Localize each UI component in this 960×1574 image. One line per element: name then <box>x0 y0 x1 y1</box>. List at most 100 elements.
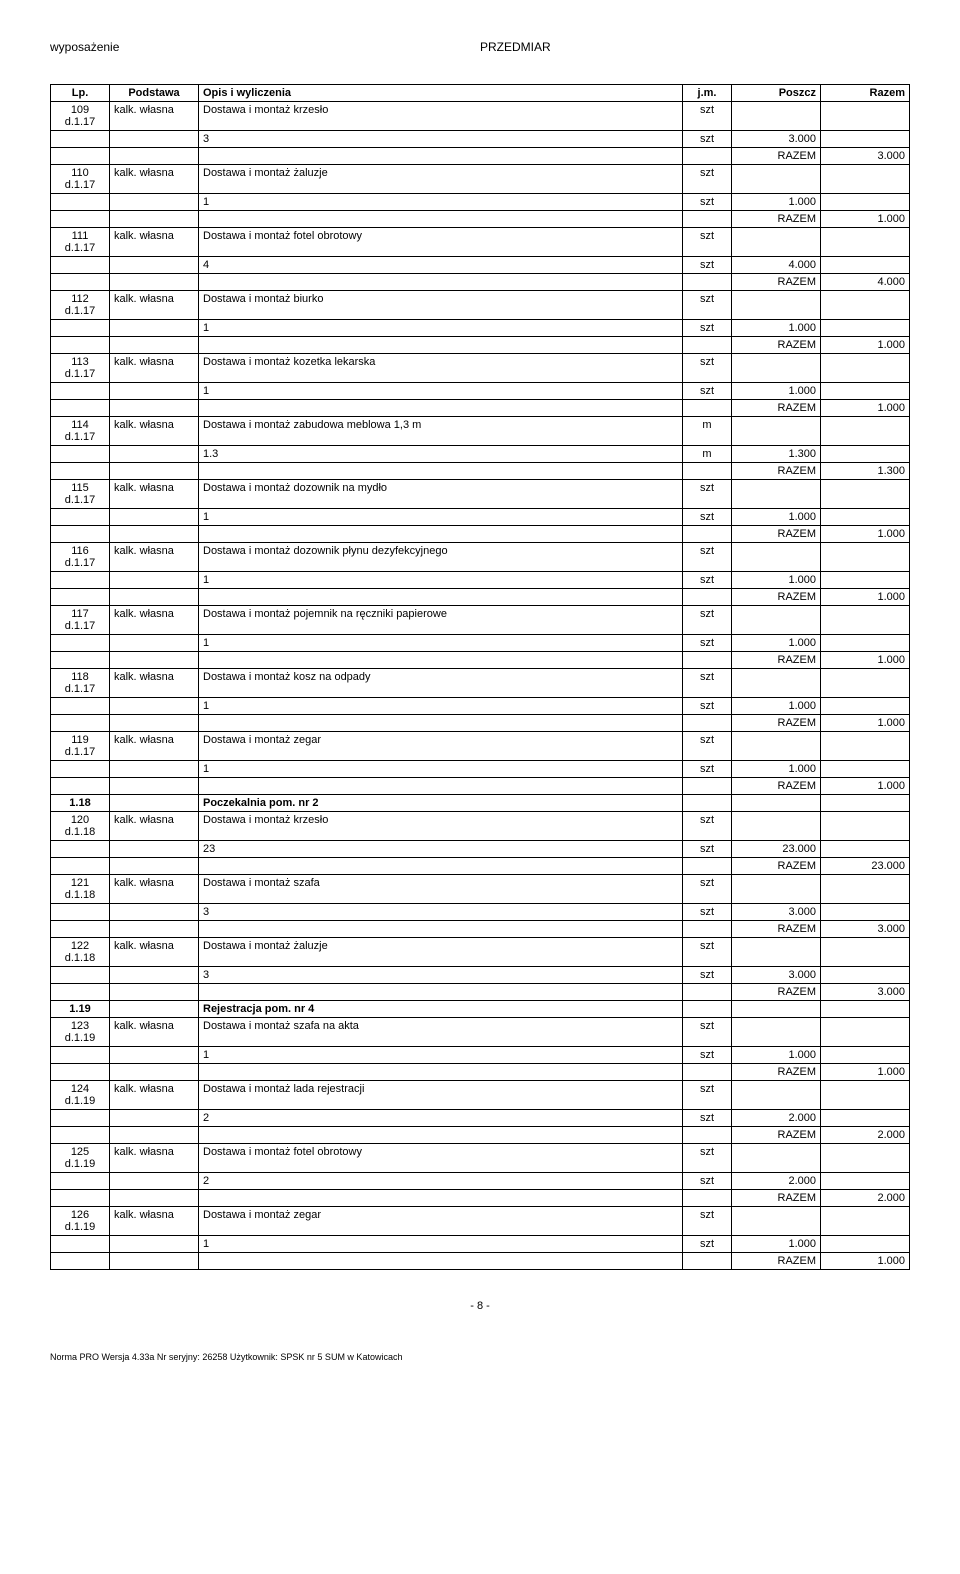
cell-podstawa <box>110 131 199 148</box>
table-row: RAZEM1.000 <box>51 1064 910 1081</box>
cell-razem <box>821 1018 910 1047</box>
col-jm-header: j.m. <box>683 85 732 102</box>
cell-opis <box>199 1190 683 1207</box>
cell-jm <box>683 858 732 875</box>
cell-lp <box>51 257 110 274</box>
cell-razem <box>821 1207 910 1236</box>
table-row: 119 d.1.17kalk. własnaDostawa i montaż z… <box>51 732 910 761</box>
cell-razem <box>821 967 910 984</box>
cell-razem <box>821 291 910 320</box>
table-row: RAZEM3.000 <box>51 984 910 1001</box>
cell-razem <box>821 761 910 778</box>
cell-podstawa <box>110 320 199 337</box>
page-number: - 8 - <box>50 1300 910 1312</box>
cell-podstawa <box>110 904 199 921</box>
cell-jm: szt <box>683 543 732 572</box>
col-poszcz-header: Poszcz <box>732 85 821 102</box>
cell-lp <box>51 131 110 148</box>
cell-opis: Dostawa i montaż szafa na akta <box>199 1018 683 1047</box>
cell-opis <box>199 400 683 417</box>
cell-opis <box>199 526 683 543</box>
cell-razem <box>821 669 910 698</box>
cell-opis: 1 <box>199 509 683 526</box>
cell-poszcz: RAZEM <box>732 652 821 669</box>
table-row: 117 d.1.17kalk. własnaDostawa i montaż p… <box>51 606 910 635</box>
cell-poszcz: RAZEM <box>732 400 821 417</box>
cell-razem: 3.000 <box>821 921 910 938</box>
cell-jm <box>683 337 732 354</box>
przedmiar-table: Lp. Podstawa Opis i wyliczenia j.m. Posz… <box>50 84 910 1270</box>
cell-lp <box>51 589 110 606</box>
table-row: RAZEM3.000 <box>51 921 910 938</box>
cell-razem: 2.000 <box>821 1127 910 1144</box>
cell-jm: szt <box>683 102 732 131</box>
cell-lp <box>51 572 110 589</box>
cell-opis: 1 <box>199 698 683 715</box>
cell-lp <box>51 984 110 1001</box>
cell-opis: 2 <box>199 1173 683 1190</box>
table-row: 1.3m1.300 <box>51 446 910 463</box>
cell-poszcz <box>732 606 821 635</box>
cell-jm: szt <box>683 354 732 383</box>
cell-jm <box>683 795 732 812</box>
cell-poszcz: RAZEM <box>732 526 821 543</box>
cell-podstawa <box>110 841 199 858</box>
cell-poszcz <box>732 795 821 812</box>
cell-podstawa: kalk. własna <box>110 669 199 698</box>
cell-podstawa <box>110 1110 199 1127</box>
cell-podstawa <box>110 400 199 417</box>
cell-jm: szt <box>683 812 732 841</box>
cell-razem: 1.000 <box>821 778 910 795</box>
cell-opis <box>199 715 683 732</box>
cell-podstawa <box>110 1127 199 1144</box>
cell-razem <box>821 446 910 463</box>
table-row: 3szt3.000 <box>51 904 910 921</box>
cell-poszcz <box>732 228 821 257</box>
cell-podstawa <box>110 635 199 652</box>
cell-jm <box>683 274 732 291</box>
cell-opis: 1 <box>199 194 683 211</box>
table-row: 23szt23.000 <box>51 841 910 858</box>
cell-poszcz: RAZEM <box>732 1064 821 1081</box>
cell-lp <box>51 148 110 165</box>
table-row: RAZEM1.000 <box>51 526 910 543</box>
cell-lp: 117 d.1.17 <box>51 606 110 635</box>
cell-jm <box>683 526 732 543</box>
header-left: wyposażenie <box>50 40 480 54</box>
cell-jm <box>683 921 732 938</box>
cell-jm: szt <box>683 1236 732 1253</box>
cell-poszcz <box>732 1144 821 1173</box>
cell-razem: 2.000 <box>821 1190 910 1207</box>
cell-lp <box>51 1127 110 1144</box>
cell-podstawa <box>110 509 199 526</box>
cell-razem <box>821 812 910 841</box>
cell-opis <box>199 858 683 875</box>
cell-poszcz: 1.000 <box>732 509 821 526</box>
cell-razem: 4.000 <box>821 274 910 291</box>
cell-poszcz <box>732 1207 821 1236</box>
cell-poszcz: RAZEM <box>732 984 821 1001</box>
cell-razem: 1.000 <box>821 589 910 606</box>
cell-jm: szt <box>683 732 732 761</box>
cell-podstawa: kalk. własna <box>110 812 199 841</box>
cell-poszcz <box>732 480 821 509</box>
cell-jm: m <box>683 446 732 463</box>
cell-podstawa: kalk. własna <box>110 543 199 572</box>
cell-lp <box>51 761 110 778</box>
cell-lp: 126 d.1.19 <box>51 1207 110 1236</box>
cell-jm <box>683 778 732 795</box>
cell-podstawa: kalk. własna <box>110 938 199 967</box>
cell-razem: 1.000 <box>821 337 910 354</box>
cell-podstawa <box>110 148 199 165</box>
cell-lp <box>51 383 110 400</box>
cell-lp: 121 d.1.18 <box>51 875 110 904</box>
cell-razem <box>821 904 910 921</box>
col-razem-header: Razem <box>821 85 910 102</box>
table-header-row: Lp. Podstawa Opis i wyliczenia j.m. Posz… <box>51 85 910 102</box>
cell-podstawa: kalk. własna <box>110 606 199 635</box>
cell-lp <box>51 274 110 291</box>
cell-razem <box>821 1173 910 1190</box>
cell-lp: 109 d.1.17 <box>51 102 110 131</box>
cell-razem: 1.000 <box>821 1253 910 1270</box>
cell-podstawa <box>110 984 199 1001</box>
